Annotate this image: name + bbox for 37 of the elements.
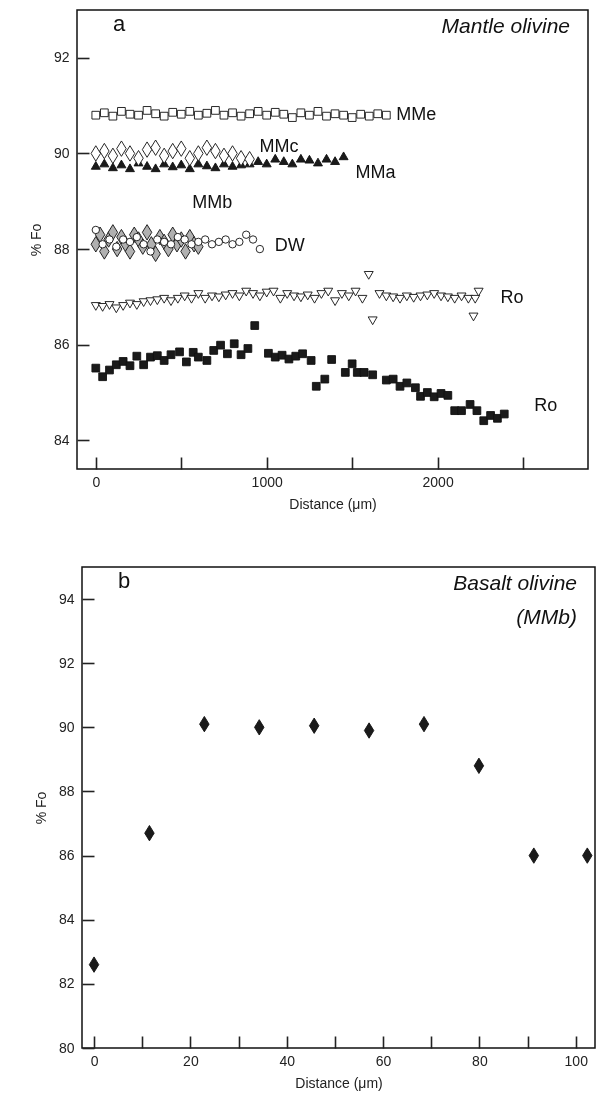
y-tick-label: 84	[53, 431, 70, 448]
x-tick-label: 80	[472, 1052, 488, 1069]
y-axis-title: % Fo	[32, 791, 49, 825]
y-tick-label: 90	[58, 718, 75, 735]
y-tick-label: 92	[53, 49, 70, 66]
y-tick-label: 94	[58, 590, 75, 607]
y-tick-label: 88	[53, 240, 70, 257]
y-tick-label: 88	[58, 782, 75, 799]
text: Basalt olivine (MMb)	[453, 571, 577, 628]
y-axis-title: % Fo	[27, 223, 44, 257]
chart-title: Mantle olivine	[441, 14, 570, 37]
series-label: MMe	[396, 104, 437, 125]
y-tick-label: 82	[58, 975, 75, 992]
x-tick-label: 100	[564, 1052, 589, 1069]
x-axis-title: Distance (μm)	[289, 495, 377, 512]
annotation: b	[118, 568, 131, 593]
series-label: Ro	[534, 395, 558, 416]
series-label: DW	[274, 235, 305, 256]
x-axis-title: Distance (μm)	[295, 1074, 383, 1091]
y-tick-label: 86	[53, 336, 70, 353]
y-tick-label: 84	[58, 911, 75, 928]
series-label: Ro	[500, 287, 524, 308]
series-label: MMb	[192, 191, 233, 212]
x-tick-label: 0	[90, 1052, 99, 1069]
series-label: MMc	[259, 136, 299, 157]
x-tick-label: 2000	[422, 473, 454, 490]
x-tick-label: 60	[375, 1052, 392, 1069]
x-tick-label: 40	[279, 1052, 296, 1069]
y-tick-label: 80	[58, 1039, 75, 1056]
series-label: MMa	[355, 161, 397, 182]
x-tick-label: 0	[92, 473, 101, 490]
y-tick-label: 92	[58, 654, 75, 671]
y-tick-label: 86	[58, 847, 75, 864]
annotation: a	[113, 11, 126, 36]
x-tick-label: 1000	[251, 473, 283, 490]
x-tick-label: 20	[183, 1052, 199, 1069]
y-tick-label: 90	[53, 144, 70, 161]
